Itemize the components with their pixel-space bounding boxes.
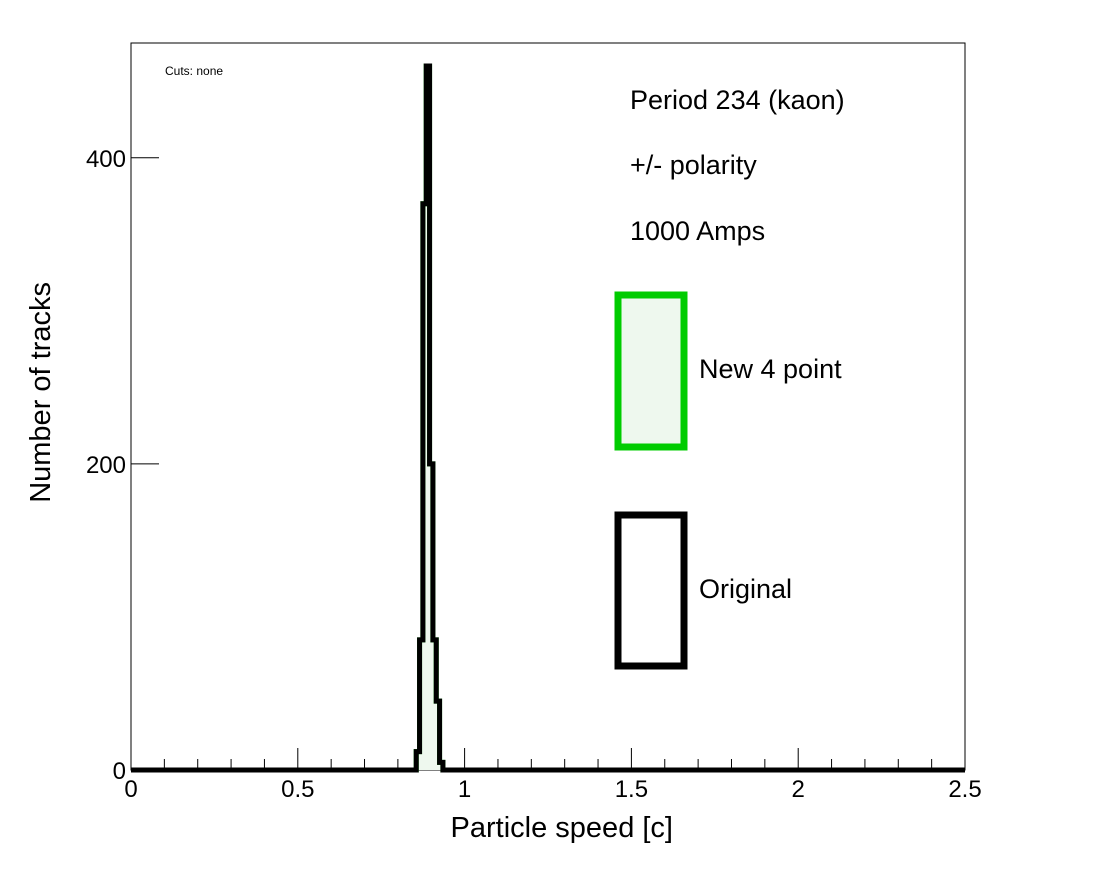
x-axis-title: Particle speed [c] [451,812,673,844]
info-line-period: Period 234 (kaon) [630,85,845,115]
x-tick-label: 1 [458,776,471,803]
x-axis: 0 0.5 1 1.5 2 2.5 [124,748,982,803]
legend-label-original: Original [699,574,792,604]
y-tick-label: 400 [86,146,126,173]
legend-label-new-4-point: New 4 point [699,354,842,384]
hist-outline-0 [131,63,965,773]
y-axis: 0 200 400 [86,146,159,785]
x-tick-label: 0.5 [281,776,314,803]
plot-frame [130,42,966,771]
legend: New 4 point Original [614,291,842,670]
x-tick-label: 2.5 [948,776,981,803]
x-tick-label: 0 [124,776,137,803]
x-tick-label: 1.5 [615,776,648,803]
legend-swatch-new-4-point [614,291,688,451]
y-axis-title: Number of tracks [25,282,57,503]
y-tick-label: 0 [113,758,126,785]
legend-swatch-original [614,511,688,670]
info-line-polarity: +/- polarity [630,150,757,180]
y-tick-label: 200 [86,452,126,479]
hist-outline-1 [131,63,965,773]
cuts-note: Cuts: none [165,64,223,78]
histogram-layer [131,63,965,773]
x-tick-label: 2 [792,776,805,803]
info-line-current: 1000 Amps [630,216,765,246]
